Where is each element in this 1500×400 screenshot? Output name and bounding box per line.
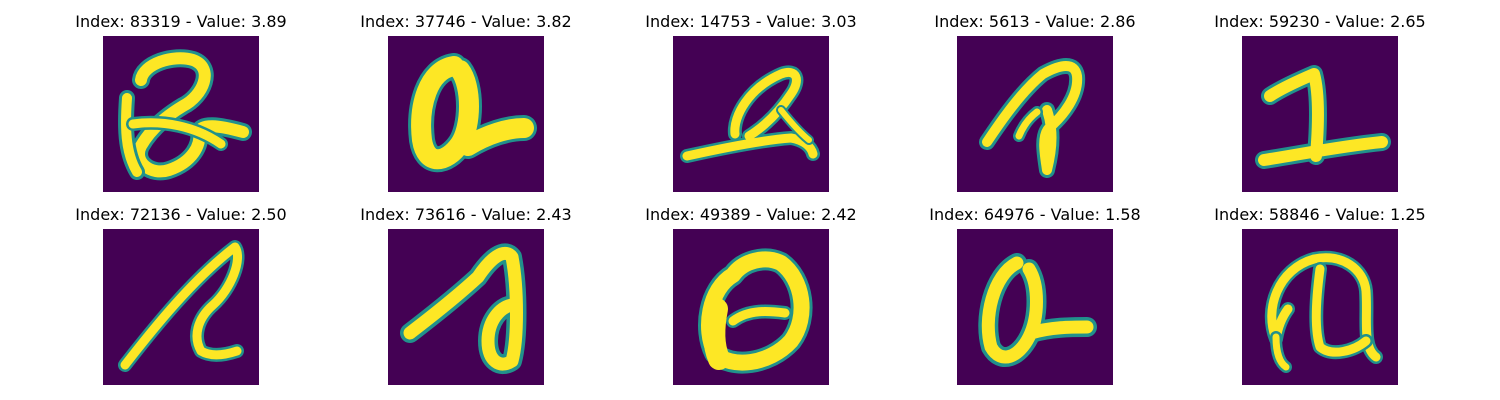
panel-10: Index: 58846 - Value: 1.25 [1214,205,1426,385]
digit-image [673,36,829,192]
panel-3: Index: 14753 - Value: 3.03 [645,12,857,192]
panel-8: Index: 49389 - Value: 2.42 [645,205,857,385]
digit-image [957,229,1113,385]
panel-title: Index: 58846 - Value: 1.25 [1214,205,1426,224]
panel-9: Index: 64976 - Value: 1.58 [929,205,1141,385]
digit-image [103,229,259,385]
digit-image [388,229,544,385]
panel-7: Index: 73616 - Value: 2.43 [360,205,572,385]
panel-title: Index: 72136 - Value: 2.50 [75,205,287,224]
panel-title: Index: 64976 - Value: 1.58 [929,205,1141,224]
panel-title: Index: 49389 - Value: 2.42 [645,205,857,224]
panel-title: Index: 59230 - Value: 2.65 [1214,12,1426,31]
panel-title: Index: 83319 - Value: 3.89 [75,12,287,31]
digit-image [1242,229,1398,385]
panel-title: Index: 37746 - Value: 3.82 [360,12,572,31]
panel-6: Index: 72136 - Value: 2.50 [75,205,287,385]
digit-image [103,36,259,192]
panel-2: Index: 37746 - Value: 3.82 [360,12,572,192]
panel-title: Index: 5613 - Value: 2.86 [934,12,1136,31]
panel-4: Index: 5613 - Value: 2.86 [934,12,1136,192]
digit-image [388,36,544,192]
digit-image [673,229,829,385]
panel-1: Index: 83319 - Value: 3.89 [75,12,287,192]
panel-title: Index: 73616 - Value: 2.43 [360,205,572,224]
digit-image [957,36,1113,192]
digit-image [1242,36,1398,192]
panel-5: Index: 59230 - Value: 2.65 [1214,12,1426,192]
panel-title: Index: 14753 - Value: 3.03 [645,12,857,31]
